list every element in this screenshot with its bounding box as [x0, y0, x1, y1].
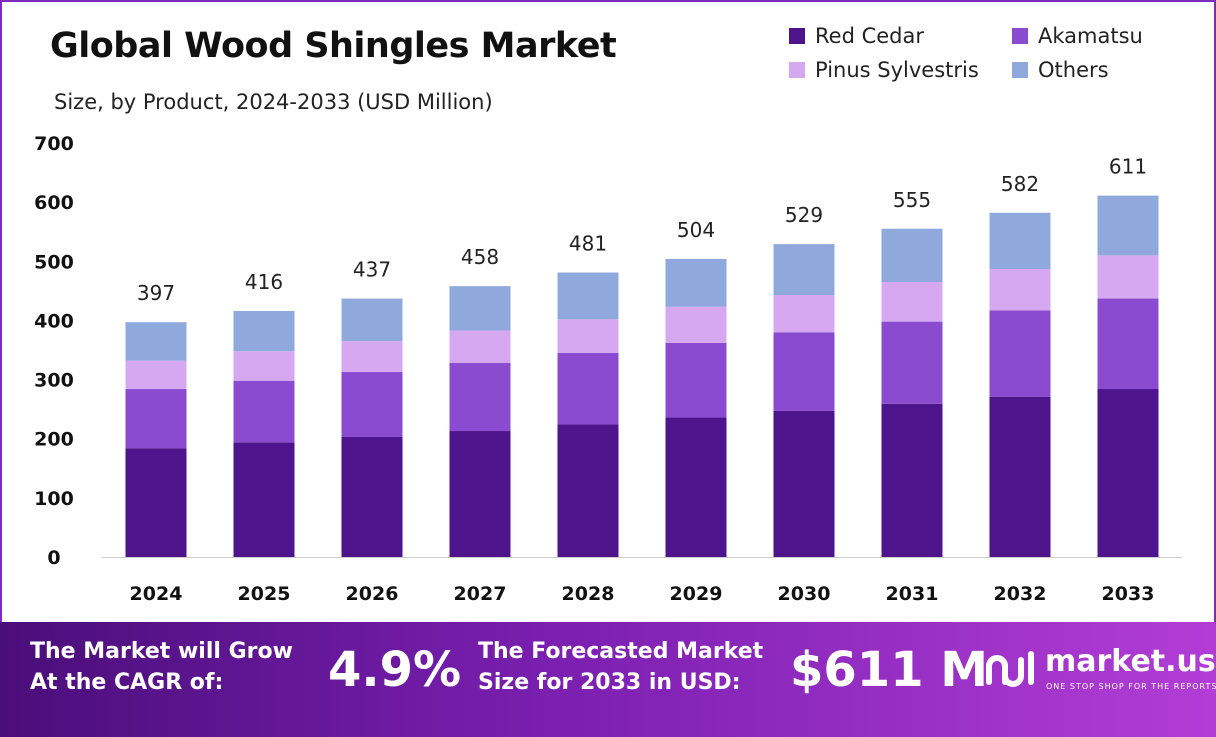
y-tick-label: 200: [34, 429, 74, 451]
cagr-value: 4.9%: [328, 642, 462, 698]
x-tick-label: 2025: [238, 583, 291, 605]
x-tick-label: 2031: [886, 583, 939, 605]
legend-label-others: Others: [1038, 58, 1109, 82]
bar-total-label: 504: [677, 218, 715, 242]
x-tick-label: 2026: [346, 583, 399, 605]
legend-label-pinus-sylvestris: Pinus Sylvestris: [815, 58, 979, 82]
bar-total-label: 611: [1109, 155, 1147, 179]
legend-swatch-akamatsu: [1012, 28, 1028, 44]
bar-segment-akamatsu: [773, 332, 835, 411]
bar-segment-akamatsu: [989, 310, 1051, 397]
bar-segment-red-cedar: [341, 436, 403, 557]
bar-segment-pinus-sylvestris: [773, 294, 835, 333]
forecast-label-line2: Size for 2033 in USD:: [478, 670, 741, 695]
bar-segment-pinus-sylvestris: [125, 360, 187, 390]
bar-segment-others: [233, 310, 295, 352]
bar-segment-red-cedar: [557, 424, 619, 557]
y-tick-label: 400: [34, 310, 74, 332]
bar-segment-red-cedar: [773, 410, 835, 557]
legend-swatch-pinus-sylvestris: [789, 62, 805, 78]
bar-segment-others: [881, 228, 943, 282]
y-tick-label: 300: [34, 370, 74, 392]
y-tick-label: 700: [34, 133, 74, 155]
bar-segment-others: [773, 244, 835, 295]
stacked-bar-chart: 0 100 200 300 400 500 600 700 397 2024 416 2025 437 2…: [34, 133, 1182, 605]
bar-segment-red-cedar: [881, 403, 943, 557]
bar-segment-akamatsu: [881, 321, 943, 404]
footer-banner: The Market will Grow At the CAGR of: 4.9…: [0, 622, 1216, 737]
bar-segment-akamatsu: [449, 363, 511, 432]
bar-total-label: 481: [569, 232, 607, 256]
y-tick-label: 100: [34, 488, 74, 510]
x-tick-label: 2028: [562, 583, 615, 605]
bar-segment-others: [449, 286, 511, 331]
bar-total-label: 437: [353, 258, 391, 282]
bar-segment-others: [341, 298, 403, 342]
legend-item-others: Others: [1012, 58, 1109, 82]
cagr-label-line2: At the CAGR of:: [30, 670, 224, 695]
chart-subtitle: Size, by Product, 2024-2033 (USD Million…: [54, 90, 493, 114]
x-tick-label: 2032: [994, 583, 1047, 605]
bar-segment-others: [1097, 195, 1159, 256]
x-tick-label: 2029: [670, 583, 723, 605]
x-tick-label: 2027: [454, 583, 507, 605]
bar-total-label: 416: [245, 270, 283, 294]
x-tick-label: 2033: [1102, 583, 1155, 605]
brand-name: market.us: [1045, 644, 1216, 679]
bar-segment-others: [125, 322, 187, 361]
bar-segment-red-cedar: [233, 442, 295, 557]
bar-segment-akamatsu: [665, 342, 727, 418]
market-us-logo-icon: [986, 651, 1034, 687]
bar-total-label: 529: [785, 203, 823, 227]
bar-segment-akamatsu: [233, 380, 295, 443]
legend-item-red-cedar: Red Cedar: [789, 24, 924, 48]
forecast-value: $611 M: [790, 642, 989, 698]
y-tick-label: 0: [47, 547, 60, 569]
legend-label-red-cedar: Red Cedar: [815, 24, 924, 48]
x-tick-label: 2030: [778, 583, 831, 605]
bar-segment-pinus-sylvestris: [1097, 255, 1159, 299]
forecast-label-line1: The Forecasted Market: [478, 639, 764, 664]
bar-segment-pinus-sylvestris: [233, 351, 295, 381]
bar-segment-others: [665, 258, 727, 307]
legend-label-akamatsu: Akamatsu: [1038, 24, 1143, 48]
bar-segment-pinus-sylvestris: [989, 268, 1051, 311]
bar-segment-others: [557, 272, 619, 320]
legend-item-akamatsu: Akamatsu: [1012, 24, 1143, 48]
legend-swatch-others: [1012, 62, 1028, 78]
bar-segment-pinus-sylvestris: [881, 281, 943, 322]
bar-segment-red-cedar: [1097, 389, 1159, 557]
y-tick-label: 600: [34, 192, 74, 214]
bar-segment-akamatsu: [341, 371, 403, 437]
bar-segment-red-cedar: [989, 396, 1051, 557]
bar-total-label: 555: [893, 188, 931, 212]
bar-segment-pinus-sylvestris: [557, 319, 619, 353]
bar-segment-akamatsu: [1097, 298, 1159, 390]
bar-segment-red-cedar: [449, 431, 511, 557]
cagr-label: The Market will Grow At the CAGR of:: [30, 636, 293, 698]
bar-total-label: 582: [1001, 172, 1039, 196]
cagr-label-line1: The Market will Grow: [30, 639, 293, 664]
bar-total-label: 397: [137, 281, 175, 305]
x-tick-label: 2024: [130, 583, 183, 605]
bar-segment-pinus-sylvestris: [341, 341, 403, 372]
chart-title: Global Wood Shingles Market: [50, 26, 617, 66]
bar-segment-red-cedar: [665, 417, 727, 557]
forecast-label: The Forecasted Market Size for 2033 in U…: [478, 636, 763, 698]
legend-item-pinus-sylvestris: Pinus Sylvestris: [789, 58, 979, 82]
bar-segment-pinus-sylvestris: [449, 330, 511, 364]
y-tick-label: 500: [34, 251, 74, 273]
bar-segment-others: [989, 212, 1051, 269]
bar-segment-akamatsu: [125, 389, 187, 449]
bar-segment-red-cedar: [125, 448, 187, 557]
bar-total-label: 458: [461, 245, 499, 269]
legend-swatch-red-cedar: [789, 28, 805, 44]
bar-segment-pinus-sylvestris: [665, 306, 727, 343]
brand-tagline: ONE STOP SHOP FOR THE REPORTS: [1046, 682, 1216, 691]
bar-segment-akamatsu: [557, 352, 619, 425]
